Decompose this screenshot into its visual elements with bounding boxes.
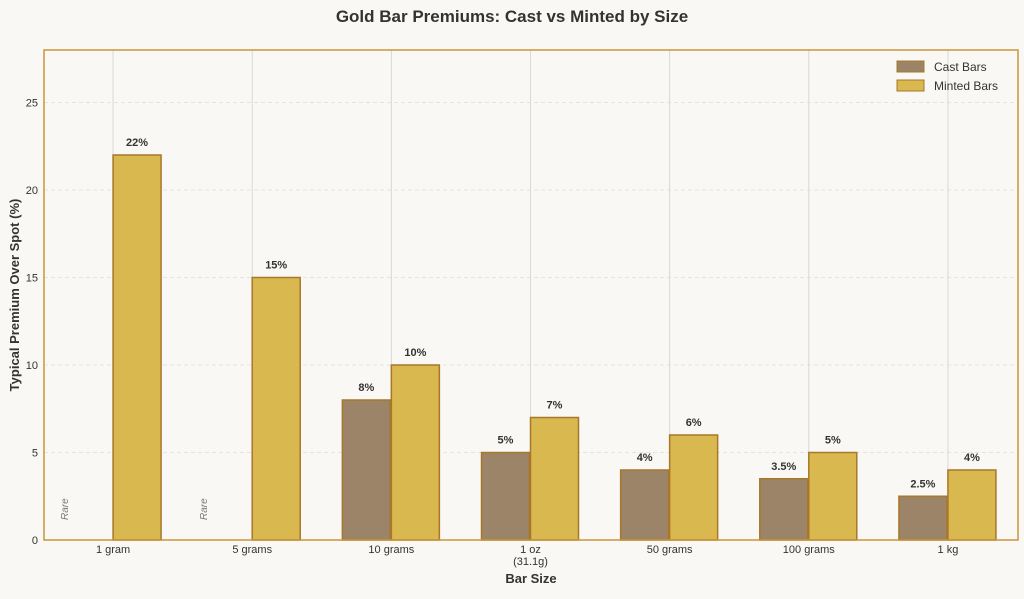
data-label: 6% xyxy=(686,417,702,429)
legend-swatch xyxy=(896,60,925,73)
data-label: 8% xyxy=(358,382,374,394)
data-label: 2.5% xyxy=(910,478,935,490)
x-tick-label: 1 gram xyxy=(96,544,130,556)
plot-frame xyxy=(43,49,1019,541)
cast-bar xyxy=(759,478,809,541)
x-tick-label: 100 grams xyxy=(783,544,835,556)
legend-swatch xyxy=(896,79,925,92)
data-label: 3.5% xyxy=(771,461,796,473)
data-label: 15% xyxy=(265,260,287,272)
minted-bar xyxy=(390,364,441,541)
data-label: 4% xyxy=(964,452,980,464)
minted-bar xyxy=(251,276,301,541)
minted-bar xyxy=(947,469,997,541)
x-tick-label: 1 kg xyxy=(938,544,959,556)
chart-title: Gold Bar Premiums: Cast vs Minted by Siz… xyxy=(336,7,688,26)
y-tick-label: 20 xyxy=(26,185,38,197)
data-label: 10% xyxy=(404,347,426,359)
minted-bar xyxy=(112,154,162,541)
data-label: 5% xyxy=(825,435,841,447)
minted-bar xyxy=(808,451,858,541)
y-tick-label: 0 xyxy=(32,535,38,547)
legend-label: Minted Bars xyxy=(934,79,998,93)
cast-bar xyxy=(341,399,392,541)
y-tick-label: 5 xyxy=(32,448,38,460)
x-tick-label: 5 grams xyxy=(232,544,272,556)
cast-bar xyxy=(898,495,948,541)
x-tick-label: 10 grams xyxy=(368,544,414,556)
data-label: 5% xyxy=(498,435,514,447)
minted-bar xyxy=(529,416,580,541)
cast-bar xyxy=(480,451,531,541)
rare-label: Rare xyxy=(199,498,210,520)
x-tick-label: 1 oz xyxy=(520,544,541,556)
rare-label: Rare xyxy=(60,498,71,520)
y-tick-label: 25 xyxy=(26,98,38,110)
x-tick-label: (31.1g) xyxy=(513,556,548,568)
minted-bar xyxy=(668,434,719,541)
cast-bar xyxy=(619,469,670,541)
data-label: 22% xyxy=(126,137,148,149)
data-label: 4% xyxy=(637,452,653,464)
legend: Cast Bars Minted Bars xyxy=(896,60,998,93)
data-label: 7% xyxy=(547,400,563,412)
y-axis-label: Typical Premium Over Spot (%) xyxy=(7,199,22,392)
legend-label: Cast Bars xyxy=(934,60,987,74)
x-tick-label: 50 grams xyxy=(647,544,693,556)
y-tick-label: 15 xyxy=(26,273,38,285)
x-axis-label: Bar Size xyxy=(505,571,556,586)
y-tick-label: 10 xyxy=(26,360,38,372)
